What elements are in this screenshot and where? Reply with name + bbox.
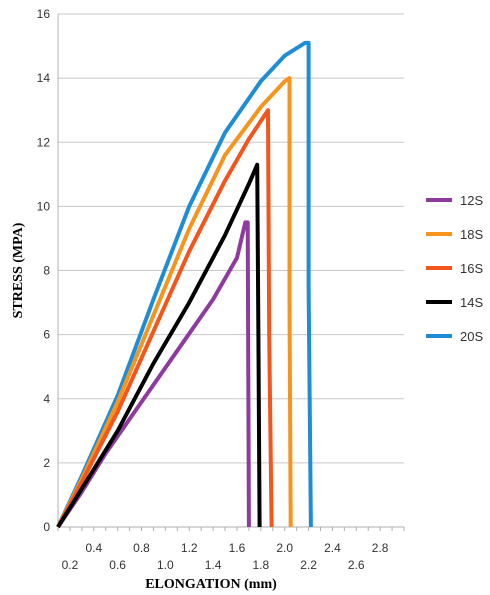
legend-item: 18S (426, 227, 483, 242)
legend-item: 12S (426, 193, 483, 208)
y-tick-label: 2 (43, 456, 50, 470)
x-tick-label: 2.6 (348, 558, 365, 572)
x-tick-label: 2.4 (324, 541, 341, 555)
x-tick-label: 0.6 (109, 558, 126, 572)
x-tick-label: 0.4 (85, 541, 102, 555)
legend-label: 16S (460, 261, 483, 276)
x-tick-label: 1.6 (229, 541, 246, 555)
y-tick-label: 4 (43, 392, 50, 406)
tick-labels: 0 2 4 6 8 10 12 14 16 0.4 0.8 1.2 1.6 2.0 2.4 2.8 0.2 0.6… (37, 7, 389, 572)
series-layer (56, 40, 313, 529)
series-line-14S (56, 162, 262, 529)
legend-label: 14S (460, 295, 483, 310)
x-tick-label: 1.4 (205, 558, 222, 572)
x-tick-label: 1.2 (181, 541, 198, 555)
y-tick-label: 8 (43, 264, 50, 278)
y-axis-title: STRESS (MPA) (11, 222, 26, 318)
series-line-20S (56, 40, 313, 528)
legend-label: 12S (460, 193, 483, 208)
y-tick-label: 6 (43, 328, 50, 342)
x-axis-title: ELONGATION (mm) (145, 577, 277, 592)
x-tick-label: 1.0 (157, 558, 174, 572)
x-tick-label: 2.8 (372, 541, 389, 555)
legend-label: 20S (460, 329, 483, 344)
axes (57, 14, 405, 531)
x-tick-label: 0.2 (62, 558, 79, 572)
series-line-18S (56, 76, 293, 528)
legend-item: 20S (426, 329, 483, 344)
legend-item: 14S (426, 295, 483, 310)
y-tick-label: 0 (43, 520, 50, 534)
x-tick-label: 0.8 (133, 541, 150, 555)
x-tick-label: 2.2 (300, 558, 317, 572)
y-tick-label: 14 (37, 71, 51, 85)
legend: 12S 18S 16S 14S 20S (426, 193, 483, 344)
x-tick-label: 2.0 (276, 541, 293, 555)
series-line-16S (56, 108, 274, 528)
legend-label: 18S (460, 227, 483, 242)
y-tick-label: 10 (37, 199, 51, 213)
y-tick-label: 12 (37, 135, 51, 149)
x-tick-label: 1.8 (252, 558, 269, 572)
legend-item: 16S (426, 261, 483, 276)
y-tick-label: 16 (37, 7, 51, 21)
